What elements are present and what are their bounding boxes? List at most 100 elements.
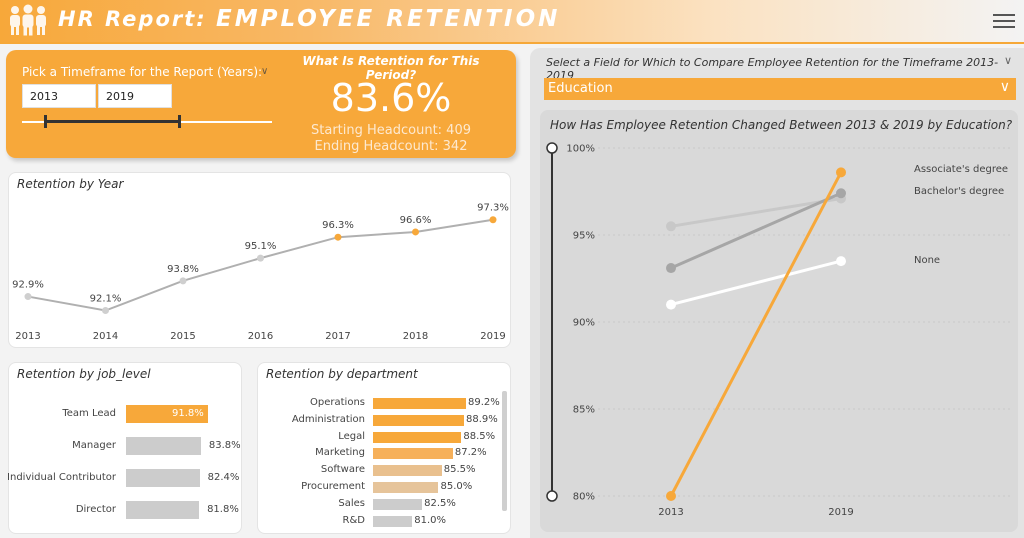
x-tick-label: 2016	[248, 331, 273, 342]
x-tick-label: 2013	[658, 507, 683, 518]
x-tick-label: 2014	[93, 331, 118, 342]
timeframe-label: Pick a Timeframe for the Report (Years):	[22, 65, 263, 79]
bar[interactable]	[373, 398, 466, 409]
data-point[interactable]	[257, 254, 264, 262]
bar-value-label: 82.4%	[207, 472, 240, 483]
data-point[interactable]	[489, 216, 497, 224]
retention-by-year-card: Retention by Year 92.9% 2013 92.1% 2014 93.8…	[8, 172, 511, 348]
bar-value-label: 88.5%	[463, 430, 496, 442]
bar[interactable]	[373, 448, 453, 460]
bar-value-label: 85.0%	[440, 481, 473, 492]
bar-category-label: Administration	[291, 413, 365, 425]
bar-value-label: 81.0%	[414, 514, 447, 526]
x-tick-label: 2018	[403, 331, 428, 342]
data-label: 97.3%	[477, 203, 509, 214]
data-point[interactable]	[24, 293, 32, 301]
data-point[interactable]	[666, 299, 676, 310]
data-point[interactable]	[836, 188, 846, 199]
x-tick-label: 2017	[325, 331, 350, 342]
bar[interactable]	[126, 437, 201, 455]
y-tick-label: 90%	[573, 318, 595, 329]
series-line[interactable]	[670, 259, 842, 307]
series-line[interactable]	[669, 171, 843, 497]
x-tick-label: 2019	[828, 507, 853, 518]
retention-by-year-title: Retention by Year	[17, 177, 124, 191]
y-tick-label: 85%	[573, 405, 595, 416]
bar[interactable]	[373, 431, 462, 443]
chevron-down-icon[interactable]: ∨	[999, 79, 1010, 95]
y-tick-label: 95%	[573, 231, 595, 242]
data-point[interactable]	[102, 307, 109, 315]
chevron-down-icon[interactable]: ∨	[1004, 54, 1013, 67]
ending-headcount: Ending Headcount: 342	[314, 139, 468, 154]
series-label: Associate's degree	[914, 164, 1008, 175]
range-handle-top[interactable]	[546, 142, 558, 154]
education-slope-chart: 100% 95% 90% 85% 80% 2013 2019 Associate's degr…	[546, 142, 1010, 518]
header-divider	[0, 42, 1024, 44]
end-year-input[interactable]: 2019	[98, 84, 172, 108]
data-label: 93.8%	[167, 264, 199, 275]
data-point[interactable]	[666, 263, 676, 274]
chevron-down-icon[interactable]: ∨	[261, 66, 269, 77]
bar-category-label: Operations	[310, 397, 365, 408]
year-slider-start-handle[interactable]	[44, 115, 47, 128]
x-tick-label: 2019	[480, 331, 505, 342]
data-point[interactable]	[666, 491, 676, 501]
bar[interactable]	[373, 498, 423, 510]
retention-question: What Is Retention for This Period?	[302, 54, 480, 82]
retention-value: 83.6%	[330, 76, 452, 120]
bar[interactable]	[373, 465, 442, 477]
bar-value-label: 87.2%	[454, 447, 487, 459]
bar-category-label: Procurement	[301, 481, 365, 492]
series-label: None	[914, 255, 940, 266]
data-point[interactable]	[666, 221, 676, 232]
series-line[interactable]	[670, 191, 842, 270]
bar-category-label: Manager	[72, 440, 116, 451]
bar-category-label: Marketing	[315, 447, 365, 459]
data-point[interactable]	[179, 277, 187, 285]
bar[interactable]	[373, 482, 439, 493]
bar[interactable]	[373, 414, 465, 426]
series-line[interactable]	[670, 196, 842, 228]
bar-category-label: Legal	[338, 430, 365, 442]
title-main: EMPLOYEE RETENTION	[216, 6, 561, 32]
bar-category-label: Team Lead	[62, 408, 116, 419]
data-point[interactable]	[836, 256, 846, 267]
department-scrollbar[interactable]	[502, 391, 507, 511]
retention-by-year-chart: 92.9% 2013 92.1% 2014 93.8% 2015 95.1% 2016 96.3…	[12, 203, 509, 342]
retention-by-job-level-card: Retention by job_level Team Lead 91.8% Man…	[7, 362, 242, 534]
education-slope-card: How Has Employee Retention Changed Betwe…	[540, 110, 1018, 532]
range-handle-bottom[interactable]	[546, 490, 558, 502]
page-title: HR Report: EMPLOYEE RETENTION	[58, 6, 560, 32]
start-year-input[interactable]: 2013	[22, 84, 96, 108]
bar-category-label: Sales	[338, 497, 365, 509]
data-point[interactable]	[412, 228, 419, 236]
field-select-value: Education	[548, 81, 613, 96]
bar[interactable]	[373, 515, 413, 527]
bar[interactable]	[126, 469, 200, 487]
data-label: 96.3%	[322, 220, 354, 231]
x-tick-label: 2015	[170, 331, 195, 342]
y-tick-label: 80%	[573, 492, 595, 503]
bar[interactable]	[126, 501, 200, 519]
report-header: HR Report: EMPLOYEE RETENTION	[0, 0, 1024, 42]
field-select-dropdown[interactable]: Education ∨	[544, 78, 1016, 100]
bar-value-label: 82.5%	[424, 497, 456, 509]
bar[interactable]	[126, 405, 208, 423]
bar-category-label: Software	[320, 464, 365, 476]
hamburger-menu-icon[interactable]	[993, 10, 1015, 32]
data-label: 96.6%	[400, 215, 432, 226]
data-point[interactable]	[836, 167, 846, 178]
bar-value-label: 91.8%	[172, 408, 204, 419]
retention-by-department-card: Retention by department Operations 89.2% A…	[257, 362, 511, 534]
retention-by-job-level-title: Retention by job_level	[17, 367, 151, 381]
data-point[interactable]	[334, 233, 342, 241]
series-label: Bachelor's degree	[914, 186, 1004, 197]
year-slider-range	[46, 120, 180, 123]
education-comparison-panel: Select a Field for Which to Compare Empl…	[530, 48, 1024, 538]
people-group-icon	[10, 4, 46, 36]
year-slider-end-handle[interactable]	[178, 115, 181, 128]
data-label: 92.9%	[12, 280, 44, 291]
bar-category-label: Director	[75, 504, 116, 515]
bar-value-label: 89.2%	[468, 397, 500, 408]
